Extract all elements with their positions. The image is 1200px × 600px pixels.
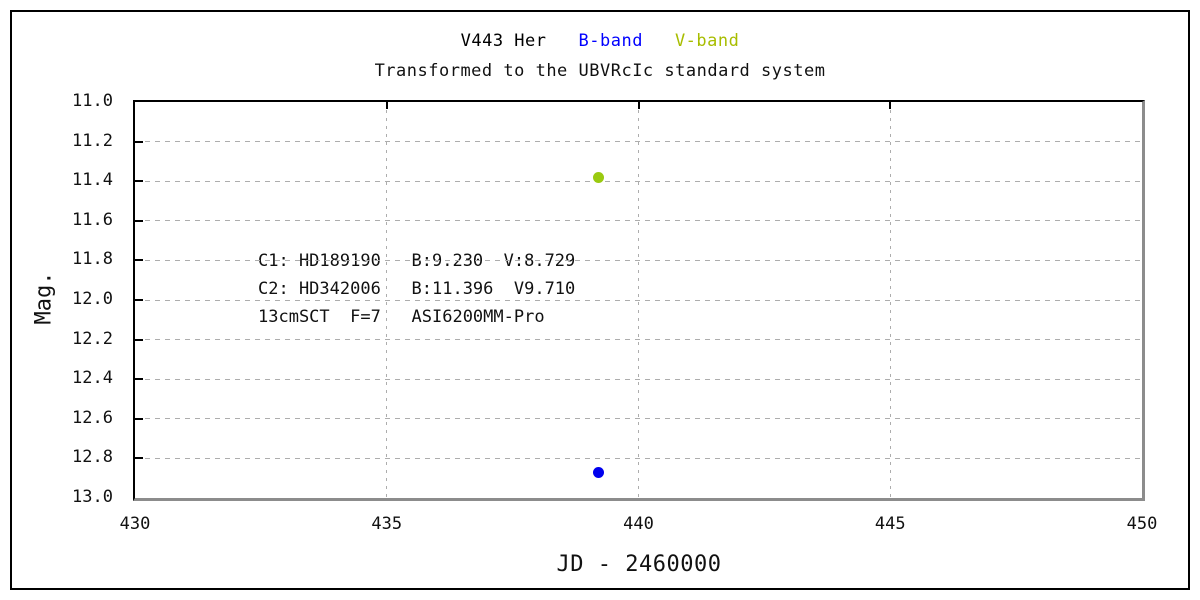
legend-v-band: V-band	[674, 31, 740, 51]
plot-area: C1: HD189190 B:9.230 V:8.729 C2: HD342006…	[135, 102, 1142, 498]
y-tick-label: 12.2	[72, 328, 113, 349]
y-tick-mark	[135, 219, 143, 222]
x-tick-mark	[889, 102, 892, 109]
y-tick-mark	[135, 180, 143, 183]
y-tick-label: 13.0	[72, 487, 113, 507]
comparison-stars-annotation: C1: HD189190 B:9.230 V:8.729 C2: HD342006…	[258, 247, 575, 331]
y-tick-label: 11.8	[72, 249, 113, 270]
v-gridline	[889, 102, 891, 498]
x-tick-label: 440	[623, 514, 654, 534]
data-point-v-band	[592, 171, 604, 183]
y-tick-mark	[135, 417, 143, 420]
y-tick-mark	[135, 140, 143, 143]
v-gridline	[386, 102, 388, 498]
x-tick-label: 450	[1126, 514, 1158, 534]
y-tick-label: 11.2	[72, 130, 113, 151]
annotation-line: 13cmSCT F=7 ASI6200MM-Pro	[258, 307, 545, 327]
v-gridline	[638, 102, 639, 498]
data-point-b-band	[592, 466, 604, 478]
y-tick-label: 12.6	[72, 407, 113, 428]
y-tick-mark	[135, 457, 143, 460]
y-tick-label: 12.4	[72, 368, 113, 389]
x-tick-label: 430	[119, 514, 151, 534]
legend-b-band: B-band	[578, 31, 643, 51]
y-tick-label: 11.6	[72, 209, 113, 230]
y-tick-mark	[135, 299, 143, 301]
y-tick-label: 12.0	[72, 289, 113, 309]
x-axis-label: JD - 2460000	[556, 552, 722, 577]
y-tick-mark	[135, 378, 143, 381]
annotation-line: C1: HD189190 B:9.230 V:8.729	[258, 251, 576, 271]
chart-title: V443 Her B-band V-band	[0, 31, 1200, 51]
plot-frame: C1: HD189190 B:9.230 V:8.729 C2: HD342006…	[133, 100, 1145, 501]
x-tick-label: 445	[874, 514, 906, 534]
y-tick-mark	[135, 338, 143, 341]
x-tick-label: 435	[371, 514, 403, 534]
chart-subtitle: Transformed to the UBVRcIc standard syst…	[374, 61, 826, 81]
x-tick-mark	[385, 102, 388, 109]
y-tick-label: 11.4	[72, 170, 113, 191]
x-tick-mark	[637, 102, 640, 109]
y-tick-label: 12.8	[72, 447, 113, 468]
y-tick-mark	[135, 259, 143, 262]
title-object-name: V443 Her	[460, 31, 547, 51]
y-tick-label: 11.0	[72, 91, 113, 111]
annotation-line: C2: HD342006 B:11.396 V9.710	[258, 279, 576, 299]
